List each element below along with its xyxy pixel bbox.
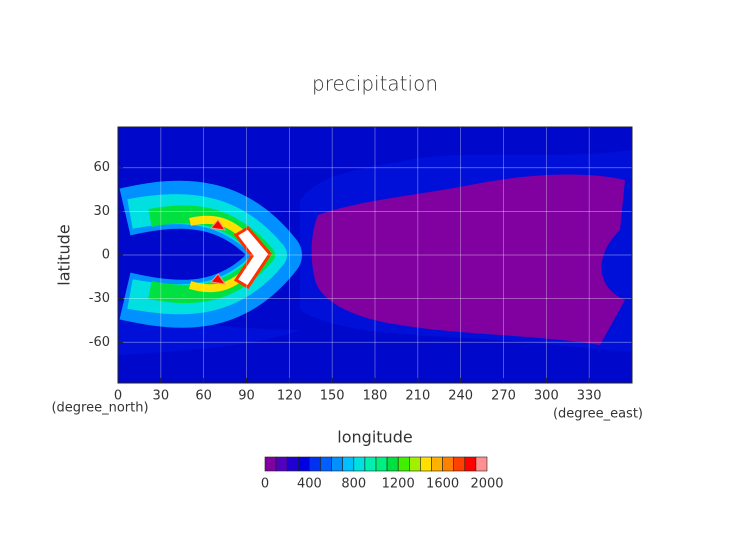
colorbar-box: [320, 456, 332, 472]
colorbar-tick-label: 1200: [382, 477, 415, 492]
colorbar-box: [309, 456, 321, 472]
colorbar-box: [297, 456, 310, 472]
colorbar-box: [275, 456, 288, 472]
x-unit: (degree_east): [553, 407, 643, 422]
colorbar-tick-label: 1600: [426, 477, 459, 492]
colorbar-box: [331, 456, 344, 472]
colorbar-box: [353, 456, 366, 472]
y-tick-label: -30: [89, 291, 110, 306]
colorbar-box: [475, 456, 488, 472]
x-tick-label: 240: [448, 389, 473, 404]
y-axis-label: latitude: [55, 224, 74, 285]
contour-field: [118, 127, 632, 383]
x-axis-label: longitude: [337, 428, 412, 447]
colorbar-box: [286, 456, 299, 472]
y-unit: (degree_north): [51, 401, 148, 416]
colorbar-box: [408, 456, 421, 472]
colorbar-tick-label: 800: [341, 477, 366, 492]
contour-region: [233, 226, 272, 290]
chart-title: precipitation: [312, 72, 438, 96]
y-tick-label: 0: [102, 248, 110, 263]
y-tick-label: 60: [93, 160, 110, 175]
x-tick-label: 330: [577, 389, 602, 404]
colorbar-box: [342, 456, 355, 472]
colorbar-tick-label: 0: [261, 477, 269, 492]
x-tick-label: 180: [363, 389, 388, 404]
colorbar-box: [420, 456, 432, 472]
x-tick-label: 150: [320, 389, 345, 404]
x-tick-label: 300: [534, 389, 559, 404]
colorbar-box: [364, 456, 377, 472]
plot-frame: [117, 126, 633, 384]
y-tick-label: -60: [89, 335, 110, 350]
contour-region: [118, 127, 632, 383]
y-tick-label: 30: [93, 204, 110, 219]
x-tick-label: 30: [153, 389, 170, 404]
colorbar-box: [375, 456, 388, 472]
colorbar-box: [397, 456, 410, 472]
colorbar-box: [464, 456, 477, 472]
contour-region: [210, 219, 227, 285]
x-tick-label: 90: [238, 389, 255, 404]
colorbar-box: [442, 456, 455, 472]
x-tick-label: 120: [277, 389, 302, 404]
contour-region: [311, 174, 625, 345]
colorbar-box: [264, 456, 277, 472]
colorbar-tick-label: 400: [297, 477, 322, 492]
x-tick-label: 270: [491, 389, 516, 404]
x-tick-label: 0: [114, 389, 122, 404]
colorbar-box: [453, 456, 466, 472]
colorbar-tick-label: 2000: [470, 477, 503, 492]
colorbar-box: [431, 456, 443, 472]
x-tick-label: 60: [195, 389, 212, 404]
x-tick-label: 210: [405, 389, 430, 404]
colorbar-box: [386, 456, 399, 472]
